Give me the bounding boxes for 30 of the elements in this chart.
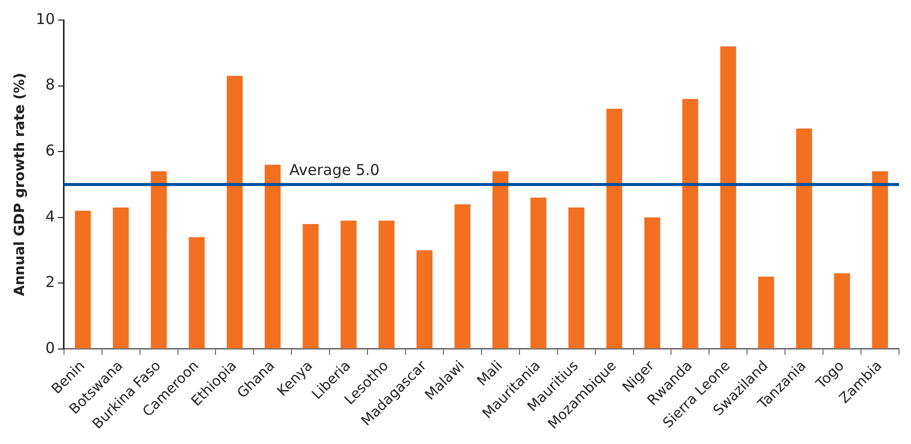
bar: [492, 171, 508, 348]
bar: [188, 237, 205, 348]
y-tick-label: 2: [45, 273, 55, 292]
bar: [872, 171, 888, 348]
y-tick-label: 6: [45, 141, 55, 160]
y-tick-label: 8: [45, 76, 55, 94]
bar: [226, 76, 243, 348]
bar: [74, 210, 91, 348]
y-tick-label: 4: [45, 207, 55, 226]
bar: [112, 207, 129, 348]
bar: [682, 98, 698, 348]
bar: [606, 108, 622, 348]
bar: [454, 204, 470, 348]
ref-line-label: Average 5.0: [289, 160, 380, 179]
bar: [758, 276, 774, 348]
bar: [150, 171, 167, 348]
y-tick-label: 0: [45, 338, 55, 357]
y-tick-label: 10: [36, 10, 55, 28]
bar: [416, 250, 432, 348]
bar: [340, 220, 357, 348]
bar: [568, 207, 584, 348]
bar: [378, 220, 395, 348]
bar: [530, 198, 546, 348]
bar: [796, 128, 812, 348]
bar: [644, 217, 660, 348]
bar: [720, 46, 736, 348]
y-axis-title: Annual GDP growth rate (%): [12, 72, 28, 296]
bar: [834, 273, 850, 348]
bar: [264, 164, 281, 348]
bar: [302, 224, 319, 348]
